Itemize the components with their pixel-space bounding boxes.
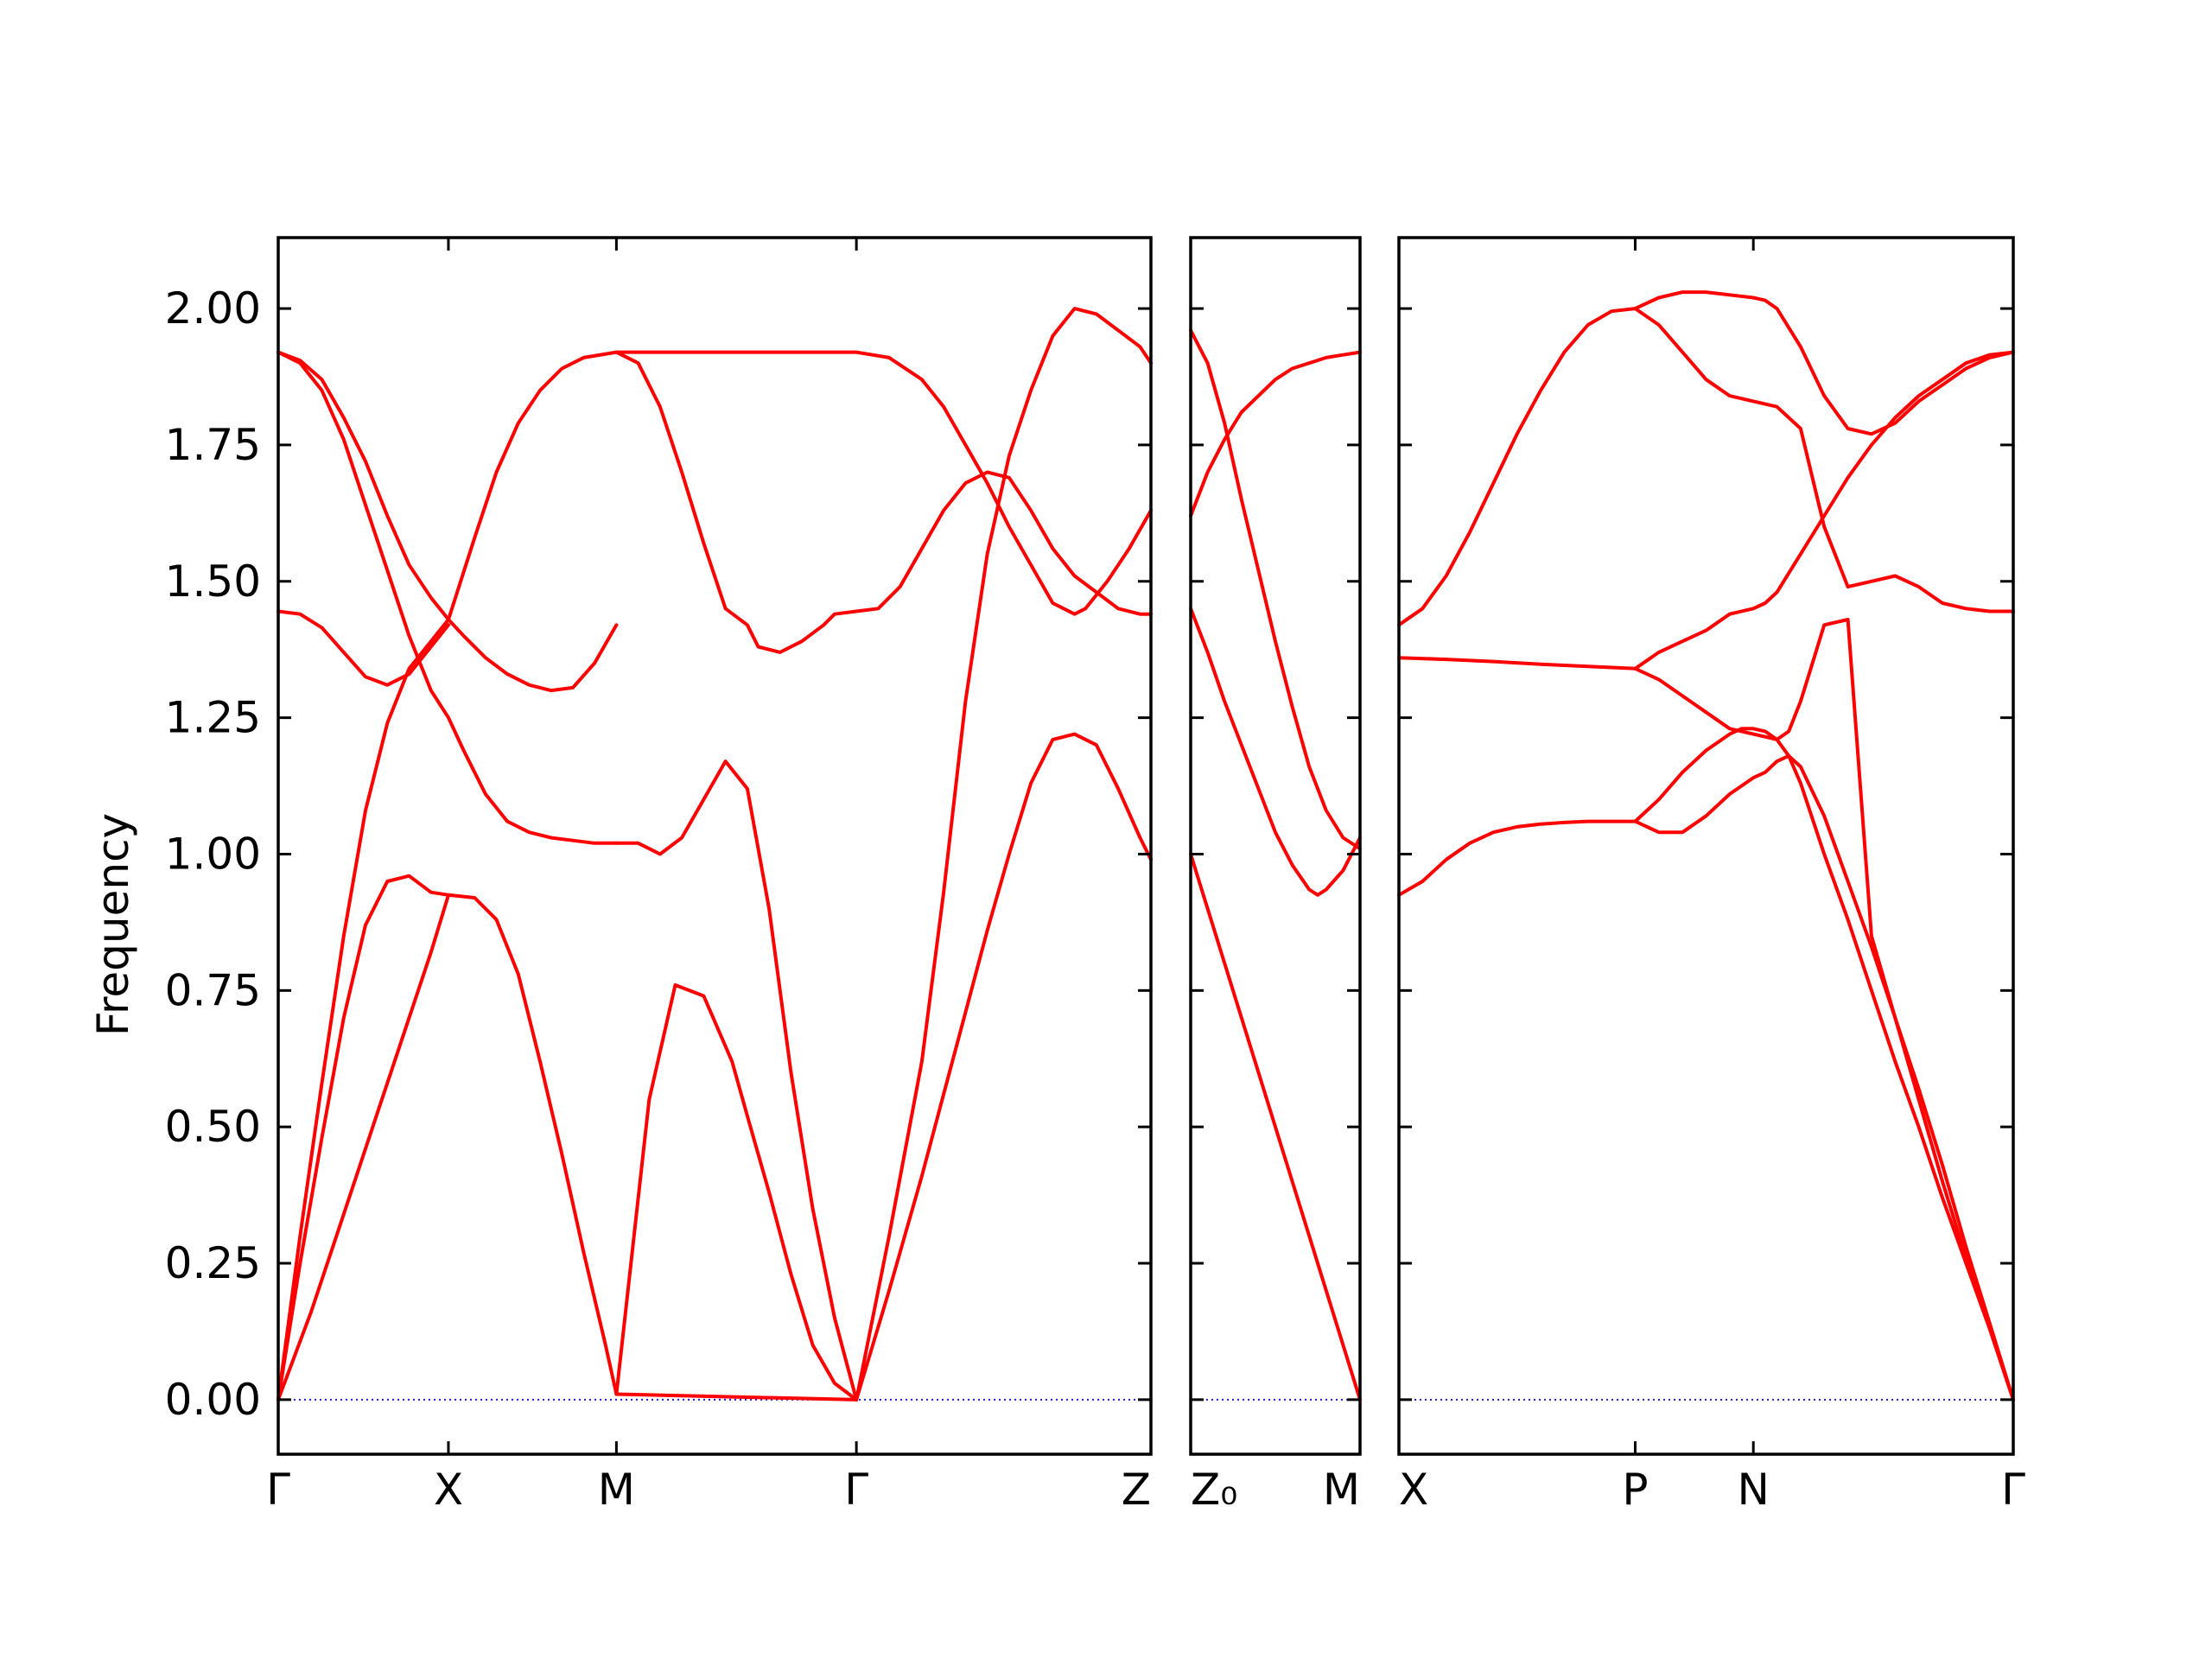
band-line (1397, 307, 2015, 627)
band-line (1397, 819, 1637, 897)
band-line (276, 350, 619, 1402)
band-line (1633, 350, 2015, 671)
y-tick-label: 2.00 (165, 283, 261, 334)
x-tick-label: N (1737, 1465, 1769, 1515)
x-tick-label: Γ (266, 1465, 290, 1515)
band-line (1397, 656, 1637, 671)
band-line (855, 307, 1153, 1402)
band-line (855, 350, 1153, 616)
band-line (276, 350, 619, 845)
band-line (1189, 328, 1362, 851)
band-line (614, 983, 859, 1402)
band-line (1633, 290, 2015, 436)
x-tick-label: Γ (2001, 1465, 2025, 1515)
plot-frame (1397, 236, 2015, 1456)
y-tick-label: 0.25 (165, 1238, 261, 1288)
band-line (276, 893, 619, 1402)
band-line (276, 609, 450, 687)
x-tick-label: X (434, 1465, 463, 1515)
band-line (276, 874, 450, 1402)
band-line (614, 1392, 859, 1402)
x-tick-label: P (1622, 1465, 1648, 1515)
y-tick-label: 0.00 (165, 1375, 261, 1425)
y-tick-label: 1.25 (165, 693, 261, 743)
band-line (614, 760, 859, 1402)
band-line (1633, 727, 2015, 1402)
plot-frame (276, 236, 1153, 1456)
y-tick-label: 1.50 (165, 556, 261, 607)
x-tick-label: Γ (844, 1465, 868, 1515)
y-tick-label: 0.50 (165, 1102, 261, 1152)
x-tick-label: M (598, 1465, 635, 1515)
y-tick-label: 0.75 (165, 965, 261, 1015)
y-axis-label: Frequency (88, 813, 138, 1036)
x-tick-label: Z (1122, 1465, 1151, 1515)
plot-frame (1189, 236, 1362, 1456)
x-tick-label: X (1399, 1465, 1428, 1515)
band-line (1189, 852, 1362, 1402)
band-line (1189, 350, 1362, 518)
band-line (1633, 753, 2015, 1402)
y-tick-label: 1.00 (165, 829, 261, 879)
band-line (614, 350, 859, 654)
band-line (1189, 607, 1362, 897)
y-tick-label: 1.75 (165, 420, 261, 470)
band-line (855, 470, 1153, 616)
x-tick-label: M (1323, 1465, 1360, 1515)
band-line (855, 732, 1153, 1402)
band-line (1633, 618, 2015, 1402)
x-tick-label: Z₀ (1191, 1465, 1237, 1515)
